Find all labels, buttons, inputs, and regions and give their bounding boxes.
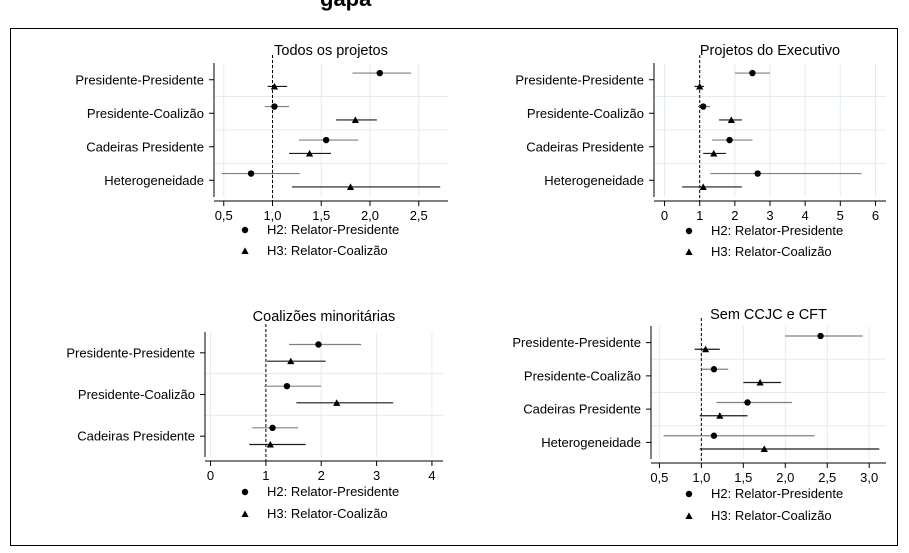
panel1-legend-label: H2: Relator-Presidente (267, 222, 399, 237)
panel3-point-circle (315, 341, 322, 348)
panel4-point-circle (744, 399, 751, 406)
panel4-legend-label: H2: Relator-Presidente (711, 486, 843, 501)
panel2-category-label: Presidente-Coalizão (527, 106, 644, 121)
panel4-x-tick-label: 1,5 (734, 470, 752, 485)
panel3-x-tick-label: 3 (373, 468, 380, 483)
panel3-legend-triangle-marker (241, 510, 249, 517)
panel2-x-tick-label: 4 (802, 208, 809, 223)
panel2-x-tick-label: 1 (696, 208, 703, 223)
panel3-x-tick-label: 1 (262, 468, 269, 483)
panel2-x-tick-label: 6 (872, 208, 879, 223)
panel1-x-tick-label: 2,5 (410, 208, 428, 223)
panel2-x-tick-label: 2 (731, 208, 738, 223)
panel3-point-triangle (266, 440, 274, 448)
panel1-category-label: Presidente-Presidente (75, 72, 204, 87)
panel1-category-label: Presidente-Coalizão (87, 106, 204, 121)
panel3-category-label: Presidente-Presidente (66, 345, 195, 360)
panel4-point-circle (710, 432, 718, 439)
panel4-x-tick-label: 0,5 (650, 470, 668, 485)
panel3-x-tick-label: 0 (207, 468, 214, 483)
panel3-legend-circle-marker (241, 488, 249, 496)
panel2-point-triangle (710, 149, 718, 157)
panel1-point-circle (322, 136, 330, 144)
panel3-legend-label: H3: Relator-Coalizão (267, 506, 388, 521)
panel1-point-circle (376, 69, 383, 77)
coefficient-plot-grid: Todos os projetos 0,5 1,0 1,5 2,0 2,5 Presiden… (66, 43, 886, 523)
panel4-point-triangle (701, 345, 710, 353)
panel4-point-triangle (756, 378, 764, 386)
panel1-category-label: Cadeiras Presidente (86, 139, 204, 154)
panel2-x-tick-label: 0 (661, 208, 668, 223)
panel3-point-circle (269, 424, 276, 432)
panel2-legend-triangle-marker (685, 248, 693, 255)
panel4-point-circle (817, 332, 824, 340)
panel1-legend-circle-marker (241, 226, 249, 234)
panel4-x-tick-label: 2,0 (776, 470, 794, 485)
panel3-point-triangle (333, 399, 341, 406)
panel1-point-triangle (270, 82, 279, 90)
panel2-point-circle (749, 69, 756, 77)
panel2-point-triangle (699, 183, 707, 190)
panel3-x-tick-label: 4 (428, 468, 435, 483)
panel3-legend-label: H2: Relator-Presidente (267, 484, 399, 499)
panel4-point-circle (710, 366, 718, 373)
panel4-legend-triangle-marker (685, 512, 693, 519)
panel2-category-label: Heterogeneidade (544, 173, 644, 188)
panel1-point-circle (271, 103, 278, 110)
panel2-point-triangle (696, 82, 704, 90)
panel4-legend-label: H3: Relator-Coalizão (711, 508, 832, 523)
panel2-legend-label: H3: Relator-Coalizão (711, 244, 832, 259)
figure-frame: Todos os projetos 0,5 1,0 1,5 2,0 2,5 Presiden… (10, 28, 898, 546)
panel3-point-circle (283, 382, 291, 390)
panel1-point-triangle (351, 116, 359, 123)
panel4-point-triangle (716, 412, 724, 419)
panel4-x-tick-label: 3,0 (860, 470, 878, 485)
panel2-category-label: Cadeiras Presidente (526, 139, 644, 154)
panel4-x-tick-label: 2,5 (818, 470, 836, 485)
panel4-category-label: Presidente-Coalizão (524, 368, 641, 383)
panel2-legend-label: H2: Relator-Presidente (711, 223, 843, 238)
panel2-x-tick-label: 3 (766, 208, 773, 223)
panel1-legend-triangle-marker (241, 247, 249, 254)
panel1-point-triangle (346, 183, 355, 190)
panel4-point-triangle (760, 445, 768, 453)
panel1-x-tick-label: 0,5 (215, 208, 233, 223)
panel2-point-circle (700, 103, 707, 110)
panel3-category-label: Cadeiras Presidente (77, 429, 195, 444)
panel1-x-tick-label: 1,0 (263, 208, 281, 223)
panel4-category-label: Presidente-Presidente (512, 335, 641, 350)
panel4-x-tick-label: 1,0 (692, 470, 710, 485)
panel4-title: Sem CCJC e CFT (710, 307, 827, 323)
panel2-point-circle (726, 136, 733, 144)
panel3-category-label: Presidente-Coalizão (78, 387, 195, 402)
panel1-point-circle (247, 170, 255, 177)
panel4-category-label: Cadeiras Presidente (523, 402, 641, 417)
panel3-title: Coalizões minoritárias (253, 309, 396, 325)
panel2-x-tick-label: 5 (837, 208, 844, 223)
panel2-legend-circle-marker (685, 227, 693, 235)
panel1-x-tick-label: 2,0 (361, 208, 379, 223)
panel1-x-tick-label: 1,5 (312, 208, 330, 223)
cropped-header-text: gapá (320, 0, 371, 12)
panel4-legend-circle-marker (685, 490, 693, 498)
panel1-title: Todos os projetos (274, 43, 388, 59)
panel3-x-tick-label: 2 (318, 468, 325, 483)
panel2-title: Projetos do Executivo (700, 43, 840, 59)
panel2-category-label: Presidente-Presidente (515, 72, 644, 87)
panel4-category-label: Heterogeneidade (541, 435, 641, 450)
panel2-point-triangle (727, 116, 735, 123)
panel1-legend-label: H3: Relator-Coalizão (267, 243, 388, 258)
panel2-point-circle (754, 170, 761, 177)
panel1-category-label: Heterogeneidade (104, 173, 204, 188)
cropped-header-fragment: gapá (0, 0, 909, 24)
panel1-point-triangle (305, 149, 314, 157)
panel3-point-triangle (287, 357, 295, 365)
